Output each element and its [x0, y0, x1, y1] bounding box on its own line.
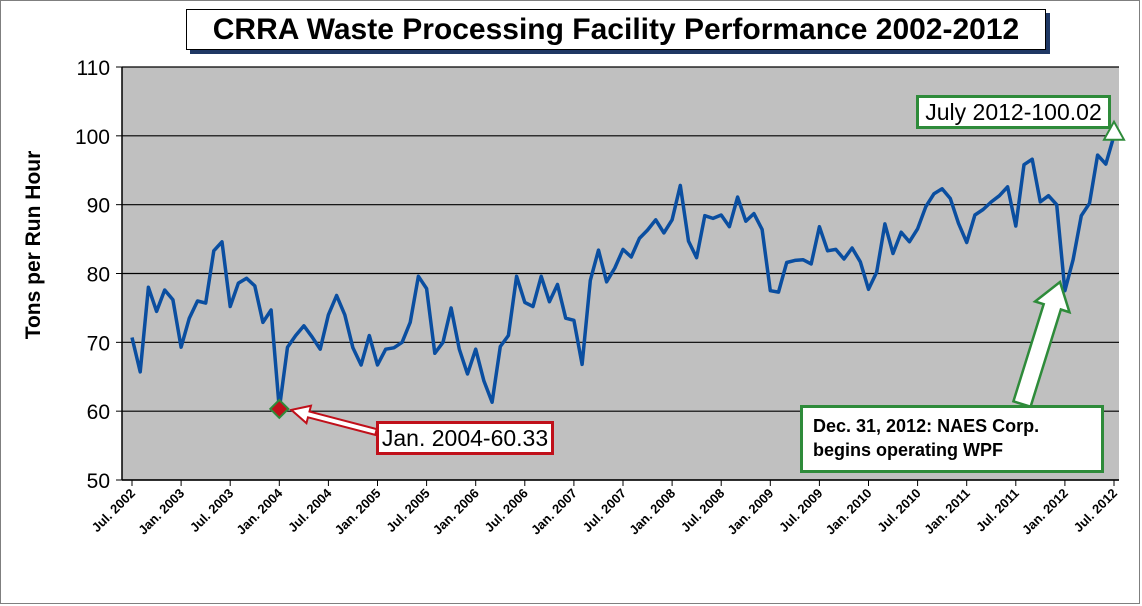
y-tick-label: 100: [75, 126, 110, 149]
min-arrow: [289, 404, 378, 437]
x-tick-label: Jan. 2012: [1019, 486, 1071, 538]
x-tick-label: Jul. 2007: [580, 486, 629, 535]
naes-arrow-shape: [1011, 279, 1072, 409]
x-tick-label: Jan. 2006: [430, 486, 482, 538]
y-tick-label: 50: [87, 470, 110, 493]
min-arrow-shape: [289, 404, 378, 437]
x-tick-label: Jul. 2008: [678, 486, 727, 535]
x-tick-label: Jan. 2004: [233, 485, 286, 538]
x-tick-label: Jan. 2005: [332, 486, 384, 538]
y-axis-label: Tons per Run Hour: [22, 150, 45, 340]
x-tick-label: Jul. 2006: [481, 486, 530, 535]
x-tick-label: Jan. 2009: [724, 486, 776, 538]
x-tick-label: Jul. 2011: [973, 486, 1022, 535]
x-tick-label: Jan. 2008: [626, 486, 678, 538]
max-marker: [1102, 119, 1126, 141]
y-tick-label: 80: [87, 264, 110, 287]
x-tick-label: Jan. 2003: [135, 486, 187, 538]
annotation-naes: Dec. 31, 2012: NAES Corp. begins operati…: [800, 405, 1104, 473]
series-line: [130, 135, 1116, 411]
chart-title: CRRA Waste Processing Facility Performan…: [186, 9, 1046, 50]
x-tick-label: Jul. 2009: [776, 486, 825, 535]
naes-arrow: [1011, 279, 1072, 409]
x-tick-label: Jan. 2010: [823, 486, 875, 538]
x-tick-label: Jul. 2012: [1071, 486, 1120, 535]
y-tick-label: 90: [87, 195, 110, 218]
x-tick-label: Jul. 2010: [874, 486, 923, 535]
min-marker: [268, 398, 290, 420]
x-tick-label: Jul. 2005: [383, 486, 432, 535]
y-tick-label: 60: [87, 401, 110, 424]
y-tick-label: 110: [77, 57, 110, 80]
annotation-naes-line1: Dec. 31, 2012: NAES Corp.: [813, 416, 1040, 436]
annotation-naes-line2: begins operating WPF: [813, 440, 1004, 460]
annotation-min: Jan. 2004-60.33: [376, 421, 554, 455]
x-tick-label: Jul. 2004: [285, 485, 335, 535]
x-tick-label: Jan. 2007: [528, 486, 580, 538]
x-tick-label: Jan. 2011: [921, 486, 972, 537]
annotation-max: July 2012-100.02: [916, 95, 1111, 129]
y-tick-label: 70: [87, 332, 110, 355]
x-tick-label: Jul. 2003: [187, 486, 236, 535]
